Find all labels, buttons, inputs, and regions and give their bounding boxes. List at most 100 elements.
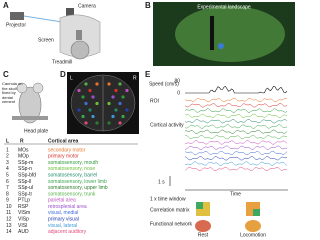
label: Treadmill: [52, 59, 72, 65]
roi: [81, 114, 85, 119]
roi: [81, 95, 85, 99]
area-index: 7: [6, 185, 9, 191]
area-name: somatosensory, lower limb: [48, 179, 107, 185]
activity-trace: [184, 108, 288, 113]
roi: [84, 82, 88, 86]
area-name: somatosensory, mouth: [48, 160, 98, 166]
area-name: somatosensory, upper limb: [48, 185, 108, 191]
photo-led: [218, 43, 224, 49]
area-name: visual, medial: [48, 210, 78, 216]
beam: [23, 15, 63, 23]
area-index: 12: [6, 216, 12, 222]
roi: [118, 121, 122, 125]
area-name: adjacent auditory: [48, 229, 87, 235]
roi: [88, 108, 92, 112]
head-plate: [12, 116, 48, 120]
photo-title: Experimental landscape: [197, 4, 251, 10]
panel-label: E: [145, 70, 151, 79]
roi: [77, 88, 81, 93]
area-index: 13: [6, 223, 12, 229]
activity-trace: [184, 156, 288, 161]
area-index: 6: [6, 179, 9, 185]
roi: [121, 95, 125, 99]
roi: [118, 82, 122, 86]
area-abbr: VISl: [18, 223, 27, 229]
label: Camera: [78, 3, 96, 9]
network-brain: [245, 220, 261, 232]
ear: [16, 82, 28, 94]
area-name: somatosensory, barrel: [48, 172, 97, 178]
roi: [121, 114, 125, 119]
roi: [114, 88, 118, 93]
area-abbr: SSp-ll: [18, 179, 31, 185]
panel-label: D: [60, 70, 66, 79]
area-abbr: PTLp: [18, 198, 30, 204]
label: Correlation matrix: [150, 207, 190, 213]
area-abbr: AUD: [18, 229, 29, 235]
side-label: L: [70, 75, 73, 81]
area-index: 4: [6, 166, 9, 172]
annotation: Cannula on the skull fixed by dental cem…: [2, 81, 23, 105]
area-index: 11: [6, 210, 11, 216]
roi: [77, 108, 81, 112]
activity-trace: [184, 145, 288, 150]
photo-post: [210, 16, 214, 50]
label: Locomotion: [240, 232, 266, 238]
scale-label: 1 s: [158, 179, 165, 185]
area-name: secondary motor: [48, 147, 86, 153]
axis-label: Speed (cm/s): [149, 81, 179, 87]
activity-trace: [184, 140, 288, 145]
activity-trace: [184, 124, 288, 129]
roi: [95, 101, 99, 106]
roi: [111, 95, 115, 99]
matrix-block: [253, 209, 260, 216]
area-abbr: VISp: [18, 216, 29, 222]
activity-trace: [184, 119, 288, 124]
area-abbr: SSp-tr: [18, 191, 33, 197]
label: Functional network: [150, 221, 192, 227]
label: Head plate: [24, 128, 48, 134]
ear: [32, 82, 44, 94]
panel-label: C: [3, 70, 9, 79]
mouse-head: [18, 86, 42, 124]
label: Screen: [38, 37, 54, 43]
area-index: 8: [6, 191, 9, 197]
roi: [91, 95, 95, 99]
axis-label: Cortical activity: [150, 122, 184, 128]
axis-label: ROI: [150, 98, 159, 104]
area-abbr: MOs: [18, 147, 29, 153]
area-abbr: VISm: [18, 210, 30, 216]
area-abbr: SSp-ul: [18, 185, 33, 191]
axis-label: Time: [230, 191, 241, 197]
treadmill-icon: [70, 40, 90, 60]
area-name: visual, lateral: [48, 223, 77, 229]
activity-trace: [184, 129, 288, 135]
area-name: retrosplenial area: [48, 204, 87, 210]
side-label: R: [133, 75, 137, 81]
activity-trace: [184, 166, 288, 172]
figure: A Projector Camera Screen Treadmill B Ex…: [2, 1, 295, 238]
area-index: 14: [6, 229, 12, 235]
area-index: 1: [6, 147, 9, 153]
roi: [84, 101, 88, 106]
projector-icon: [10, 12, 24, 20]
roi: [95, 82, 99, 86]
roi: [125, 88, 129, 93]
area-index: 10: [6, 204, 12, 210]
label: 1 x time window: [150, 196, 186, 202]
area-index: 5: [6, 172, 9, 178]
matrix-block: [196, 202, 203, 209]
photo-glow: [175, 6, 285, 62]
area-name: somatosensory, trunk: [48, 191, 96, 197]
area-name: primary visual: [48, 216, 79, 222]
roi: [95, 121, 99, 125]
area-abbr: RSP: [18, 204, 29, 210]
network-brain: [195, 220, 211, 232]
area-name: parietal area: [48, 198, 76, 204]
label: Rest: [198, 232, 209, 238]
roi: [84, 121, 88, 125]
roi: [88, 88, 92, 93]
panel-label: B: [145, 1, 151, 10]
table-header: L: [6, 138, 9, 144]
roi: [107, 101, 111, 106]
